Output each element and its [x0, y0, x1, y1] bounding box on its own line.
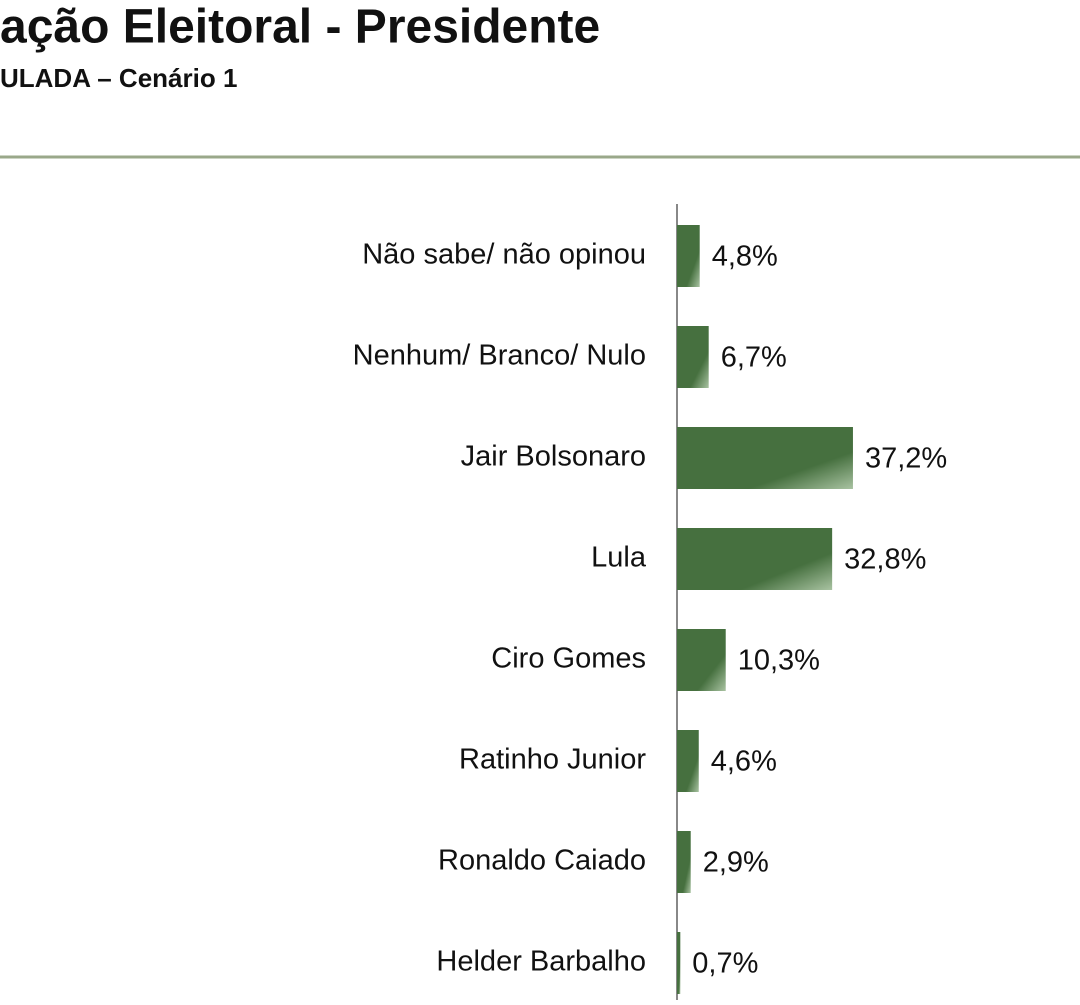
value-label: 6,7% [721, 342, 787, 374]
value-label: 32,8% [844, 544, 926, 576]
category-label: Ronaldo Caiado [438, 845, 646, 877]
category-label: Helder Barbalho [436, 946, 646, 978]
chart-subtitle: ULADA – Cenário 1 [0, 63, 237, 93]
value-label: 37,2% [865, 443, 947, 475]
bar [677, 831, 691, 893]
category-label: Ratinho Junior [459, 744, 646, 776]
bar [677, 730, 699, 792]
category-label: Lula [591, 542, 647, 574]
chart-title: ação Eleitoral - Presidente [0, 1, 600, 54]
bar [677, 427, 853, 489]
category-label: Não sabe/ não opinou [362, 239, 646, 271]
value-label: 4,8% [712, 241, 778, 273]
category-label: Ciro Gomes [491, 643, 646, 675]
category-label: Jair Bolsonaro [461, 441, 646, 473]
value-label: 4,6% [711, 746, 777, 778]
value-label: 0,7% [692, 948, 758, 980]
category-label: Nenhum/ Branco/ Nulo [353, 340, 646, 372]
bar [677, 932, 681, 994]
bar [677, 629, 726, 691]
value-label: 2,9% [703, 847, 769, 879]
value-label: 10,3% [738, 645, 820, 677]
bar [677, 528, 833, 590]
bar [677, 225, 700, 287]
bar [677, 326, 709, 388]
